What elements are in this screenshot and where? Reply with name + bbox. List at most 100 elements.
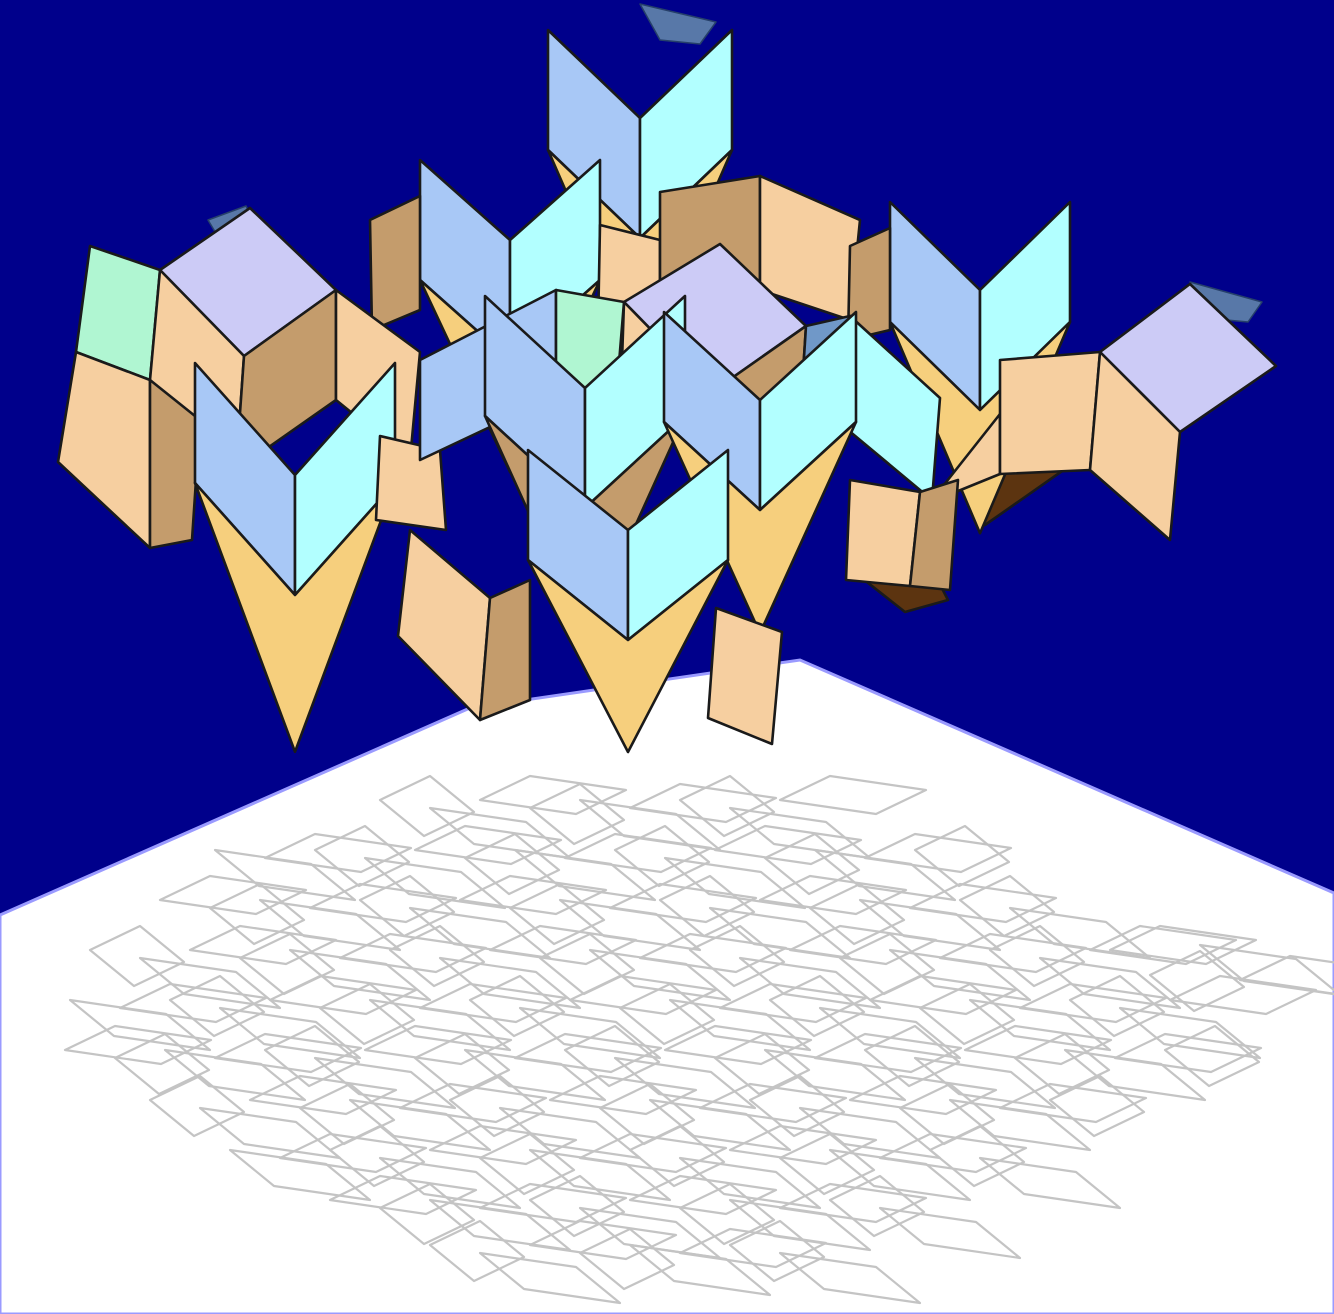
shadow-rhombus	[728, 1124, 878, 1166]
shadow-rhombus	[778, 1132, 876, 1196]
shadow-rhombus	[898, 1082, 996, 1146]
shadow-rhombus	[188, 924, 338, 966]
shadow-rhombus	[563, 1024, 661, 1088]
shadow-rhombus	[663, 1024, 813, 1066]
shadow-rhombus	[328, 1124, 426, 1188]
shadow-rhombus	[308, 882, 458, 924]
cube-side-face	[844, 478, 922, 588]
shadow-rhombus	[1148, 949, 1246, 1013]
shadow-rhombus	[278, 1132, 428, 1174]
shadow-rhombus	[248, 1074, 398, 1116]
shadow-rhombus	[413, 824, 563, 866]
shadow-rhombus	[688, 924, 786, 988]
shadow-rhombus	[413, 1032, 511, 1096]
shadow-rhombus	[463, 832, 561, 896]
cube-side-face	[846, 226, 892, 342]
shadow-rhombus	[1108, 924, 1258, 966]
shadow-rhombus	[938, 932, 1088, 974]
shadow-rhombus	[298, 1082, 396, 1146]
shadow-rhombus	[1088, 924, 1238, 966]
shadow-rhombus	[578, 1132, 728, 1174]
shadow-rhombus	[1113, 1032, 1263, 1074]
cube-side-face	[1088, 350, 1182, 542]
shadow-rhombus	[908, 882, 1058, 924]
shadow-rhombus	[658, 874, 756, 938]
shadow-rhombus	[158, 874, 308, 916]
shadow-rhombus	[778, 774, 928, 816]
shadow-rhombus	[313, 824, 411, 888]
shadow-rhombus	[1163, 1024, 1261, 1088]
shadow-rhombus	[828, 1174, 926, 1238]
shadow-rhombus	[218, 1006, 362, 1060]
shadow-rhombus	[778, 1182, 928, 1224]
shadow-rhombus	[508, 882, 606, 946]
cube-side-face	[998, 350, 1102, 476]
cube-side-face	[908, 478, 960, 592]
shadow-rhombus	[478, 774, 628, 816]
shadow-rhombus	[628, 782, 778, 824]
shadow-rhombus	[428, 1124, 578, 1166]
shadow-rhombus	[878, 1132, 1028, 1174]
shadow-rhombus	[263, 832, 413, 874]
shadow-rhombus	[1238, 954, 1334, 995]
shadow-rhombus	[763, 832, 861, 896]
shadow-rhombus	[438, 956, 582, 1010]
shadow-rhombus	[613, 824, 711, 888]
shadow-rhombus	[918, 982, 1016, 1046]
shadow-rhombus	[528, 782, 626, 846]
shadow-rhombus	[608, 882, 758, 924]
cube-side-face	[706, 606, 784, 746]
shadow-rhombus	[978, 1156, 1122, 1210]
shadow-rhombus	[398, 1082, 548, 1124]
shadow-rhombus	[263, 1024, 361, 1088]
shadow-rhombus	[788, 924, 938, 966]
shadow-rhombus	[118, 982, 268, 1024]
shadow-rhombus	[988, 924, 1086, 988]
shadow-rhombus	[418, 982, 568, 1024]
shadow-rhombus	[768, 974, 866, 1038]
shadow-rhombus	[718, 982, 868, 1024]
shadow-rhombus	[548, 1074, 698, 1116]
shadow-rhombus	[678, 1227, 828, 1269]
shadow-rhombus	[1018, 982, 1168, 1024]
shadow-rhombus	[208, 882, 306, 946]
shadow-rhombus	[513, 1032, 663, 1074]
shadow-rhombus	[168, 974, 266, 1038]
shadow-rhombus	[1118, 1006, 1262, 1060]
shadow-rhombus	[863, 832, 1013, 874]
shadow-rhombus	[138, 956, 282, 1010]
shadow-rhombus	[998, 1082, 1148, 1124]
shadow-rhombus	[818, 1006, 962, 1060]
shadow-rhombus	[568, 974, 718, 1016]
shadow-rhombus	[113, 1032, 211, 1096]
shadow-rhombus	[738, 956, 882, 1010]
floor-shadow-tiling	[63, 774, 1334, 1305]
shadow-rhombus	[528, 1219, 678, 1261]
shadow-rhombus	[378, 1182, 476, 1246]
shadow-rhombus	[578, 1227, 676, 1291]
shadow-rhombus	[448, 1074, 546, 1138]
shadow-rhombus	[1068, 974, 1166, 1038]
shadow-rhombus	[863, 1024, 961, 1088]
shadow-rhombus	[428, 1219, 526, 1283]
shadow-rhombus	[713, 1032, 811, 1096]
shadow-rhombus	[928, 1124, 1026, 1188]
shadow-rhombus	[268, 974, 418, 1016]
cube-bottom-face	[526, 558, 730, 754]
shadow-rhombus	[363, 1024, 513, 1066]
shadow-rhombus	[458, 874, 608, 916]
shadow-rhombus	[808, 882, 906, 946]
shadow-rhombus	[478, 1251, 622, 1305]
cube-side-face	[478, 578, 532, 722]
shadow-rhombus	[628, 1174, 778, 1216]
shadow-rhombus	[318, 982, 416, 1046]
shadow-rhombus	[1038, 956, 1182, 1010]
shadow-rhombus	[678, 774, 776, 838]
shadow-rhombus	[813, 1032, 963, 1074]
shadow-rhombus	[963, 1024, 1113, 1066]
shadow-rhombus	[778, 1251, 922, 1305]
shadow-rhombus	[1048, 1074, 1146, 1138]
shadow-rhombus	[678, 1156, 822, 1210]
shadow-rhombus	[713, 824, 863, 866]
